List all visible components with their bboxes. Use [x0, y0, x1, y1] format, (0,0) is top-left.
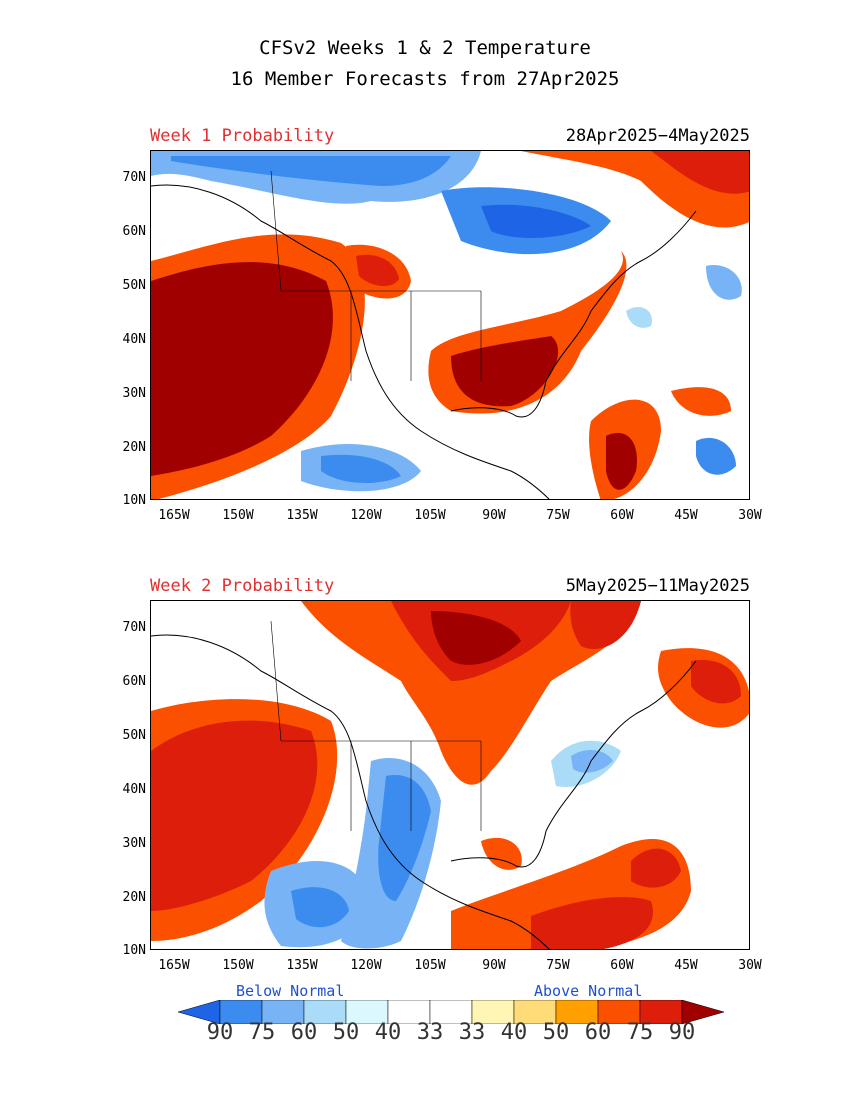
week1-map-graphic: [151, 151, 749, 499]
week2-dates: 5May2025−11May2025: [565, 576, 750, 596]
lon-label: 165W: [158, 508, 190, 523]
chart-title: CFSv2 Weeks 1 & 2 Temperature: [259, 37, 591, 59]
lat-label: 10N: [122, 943, 146, 958]
lon-label: 90W: [482, 958, 506, 973]
lon-label: 60W: [610, 508, 634, 523]
lat-label: 60N: [122, 224, 146, 239]
lat-label: 40N: [122, 332, 146, 347]
legend-value: 60: [290, 1020, 318, 1045]
lon-label: 120W: [350, 958, 382, 973]
week1-label: Week 1 Probability: [150, 126, 335, 146]
lat-label: 20N: [122, 440, 146, 455]
legend-value: 75: [626, 1020, 654, 1045]
lon-label: 150W: [222, 508, 254, 523]
legend-value: 75: [248, 1020, 276, 1045]
week1-dates: 28Apr2025−4May2025: [565, 126, 750, 146]
lon-label: 45W: [674, 508, 698, 523]
legend-value: 40: [374, 1020, 402, 1045]
legend-value: 40: [500, 1020, 528, 1045]
legend-swatch: [681, 1000, 724, 1024]
legend-colorbar: [178, 1000, 724, 1024]
lat-label: 50N: [122, 728, 146, 743]
lon-label: 75W: [546, 958, 570, 973]
legend-swatch: [429, 1000, 473, 1024]
lon-label: 30W: [738, 508, 762, 523]
legend-below-label: Below Normal: [236, 982, 345, 1000]
lon-label: 30W: [738, 958, 762, 973]
legend-swatch: [303, 1000, 347, 1024]
lon-label: 120W: [350, 508, 382, 523]
lat-label: 60N: [122, 674, 146, 689]
lon-label: 150W: [222, 958, 254, 973]
legend-value: 90: [206, 1020, 234, 1045]
week2-map-graphic: [151, 601, 749, 949]
lat-label: 10N: [122, 493, 146, 508]
lon-label: 105W: [414, 508, 446, 523]
lat-label: 30N: [122, 836, 146, 851]
legend-above-label: Above Normal: [534, 982, 643, 1000]
legend-value: 90: [668, 1020, 696, 1045]
legend-value: 60: [584, 1020, 612, 1045]
legend-swatch: [639, 1000, 683, 1024]
lat-label: 50N: [122, 278, 146, 293]
week2-label: Week 2 Probability: [150, 576, 335, 596]
lon-label: 105W: [414, 958, 446, 973]
legend-value: 33: [458, 1020, 486, 1045]
legend-swatch: [261, 1000, 305, 1024]
week1-map: [150, 150, 750, 500]
lat-label: 40N: [122, 782, 146, 797]
lat-label: 70N: [122, 620, 146, 635]
lat-label: 20N: [122, 890, 146, 905]
lon-label: 45W: [674, 958, 698, 973]
lon-label: 90W: [482, 508, 506, 523]
lon-label: 135W: [286, 958, 318, 973]
legend-value: 50: [332, 1020, 360, 1045]
legend-value: 33: [416, 1020, 444, 1045]
legend-swatch: [219, 1000, 263, 1024]
lon-label: 135W: [286, 508, 318, 523]
lat-label: 30N: [122, 386, 146, 401]
legend-value: 50: [542, 1020, 570, 1045]
chart-subtitle: 16 Member Forecasts from 27Apr2025: [230, 68, 620, 90]
lon-label: 75W: [546, 508, 570, 523]
lon-label: 60W: [610, 958, 634, 973]
week2-map: [150, 600, 750, 950]
lat-label: 70N: [122, 170, 146, 185]
legend-swatch: [345, 1000, 389, 1024]
lon-label: 165W: [158, 958, 190, 973]
